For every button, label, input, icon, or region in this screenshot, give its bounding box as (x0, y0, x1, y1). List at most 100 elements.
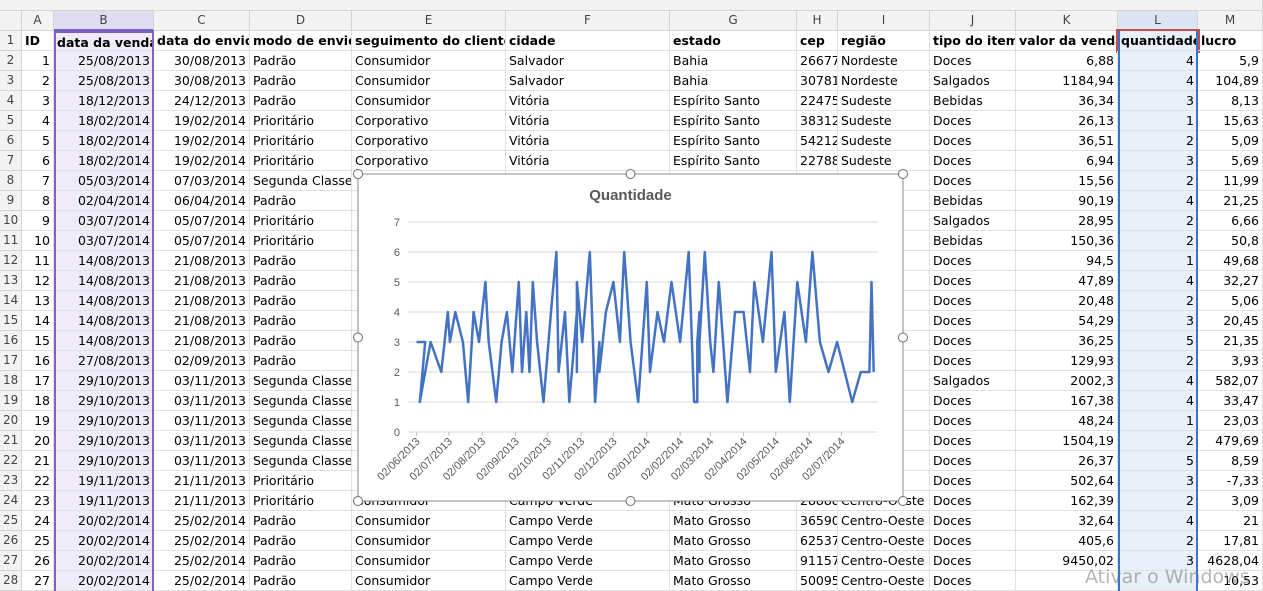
cell[interactable]: 19/02/2014 (154, 111, 250, 131)
cell[interactable]: 18/02/2014 (54, 111, 154, 131)
row-header[interactable]: 23 (0, 471, 22, 491)
row-header[interactable]: 28 (0, 571, 22, 591)
cell[interactable]: 14/08/2013 (54, 311, 154, 331)
row-header[interactable]: 22 (0, 451, 22, 471)
cell[interactable]: quantidade (1116, 29, 1200, 53)
cell[interactable]: Doces (930, 491, 1016, 511)
cell[interactable]: 54212 (797, 131, 838, 151)
cell[interactable]: 21,35 (1198, 331, 1263, 351)
cell[interactable] (506, 351, 670, 371)
cell[interactable]: Centro-Oeste (838, 531, 930, 551)
cell[interactable]: 26 (22, 551, 54, 571)
row-header[interactable]: 9 (0, 191, 22, 211)
cell[interactable]: Prioritário (250, 211, 352, 231)
cell[interactable] (352, 351, 506, 371)
cell[interactable]: Corporativo (352, 111, 506, 131)
corner[interactable] (0, 11, 22, 31)
cell[interactable]: 05/07/2014 (154, 231, 250, 251)
cell[interactable]: Centro-Oeste (838, 551, 930, 571)
cell[interactable]: 07/03/2014 (154, 171, 250, 191)
cell[interactable]: Prioritário (250, 111, 352, 131)
cell[interactable]: 21/11/2013 (154, 471, 250, 491)
cell[interactable]: 15,56 (1016, 171, 1118, 191)
cell[interactable]: Bebidas (930, 191, 1016, 211)
row-header[interactable]: 1 (0, 31, 22, 51)
cell[interactable]: 26677 (797, 51, 838, 71)
cell[interactable]: 25/02/2014 (154, 571, 250, 591)
cell[interactable]: 1 (22, 51, 54, 71)
cell[interactable]: Prioritário (250, 131, 352, 151)
cell[interactable]: 582,07 (1198, 371, 1263, 391)
cell[interactable]: 6,66 (1198, 211, 1263, 231)
cell[interactable]: Consumidor (352, 491, 506, 511)
cell[interactable] (838, 351, 930, 371)
cell[interactable]: 18/02/2014 (54, 151, 154, 171)
cell[interactable]: Doces (930, 291, 1016, 311)
cell[interactable]: 29/10/2013 (54, 431, 154, 451)
cell[interactable] (670, 251, 797, 271)
column-header[interactable]: B (54, 11, 154, 31)
cell[interactable]: Salvador (506, 71, 670, 91)
cell[interactable]: Segunda Classe (250, 371, 352, 391)
cell[interactable]: 30/08/2013 (154, 71, 250, 91)
cell[interactable]: Segunda Classe (250, 391, 352, 411)
cell[interactable] (838, 271, 930, 291)
row-header[interactable]: 2 (0, 51, 22, 71)
cell[interactable]: Consumidor (352, 511, 506, 531)
row-header[interactable]: 18 (0, 371, 22, 391)
cell[interactable]: 2002,3 (1016, 371, 1118, 391)
row-header[interactable]: 11 (0, 231, 22, 251)
cell[interactable]: 03/11/2013 (154, 391, 250, 411)
cell[interactable]: tipo do item (930, 31, 1016, 51)
cell[interactable]: 03/07/2014 (54, 211, 154, 231)
cell[interactable]: 25 (22, 531, 54, 551)
row-header[interactable]: 10 (0, 211, 22, 231)
cell[interactable]: data do envio (154, 31, 250, 51)
cell[interactable]: Vitória (506, 131, 670, 151)
cell[interactable]: Doces (930, 551, 1016, 571)
cell[interactable]: 5,09 (1198, 131, 1263, 151)
cell[interactable] (670, 451, 797, 471)
cell[interactable]: 05/03/2014 (54, 171, 154, 191)
column-header[interactable]: A (22, 11, 54, 31)
cell[interactable]: Consumidor (352, 91, 506, 111)
cell[interactable]: Doces (930, 351, 1016, 371)
cell[interactable] (352, 471, 506, 491)
cell[interactable]: Salgados (930, 371, 1016, 391)
cell[interactable]: Segunda Classe (250, 451, 352, 471)
cell[interactable] (506, 411, 670, 431)
cell[interactable] (352, 171, 506, 191)
cell[interactable]: cep (797, 31, 838, 51)
row-header[interactable]: 16 (0, 331, 22, 351)
cell[interactable]: 10 (22, 231, 54, 251)
cell[interactable] (797, 391, 838, 411)
cell[interactable]: 20/02/2014 (54, 511, 154, 531)
cell[interactable]: estado (670, 31, 797, 51)
cell[interactable] (670, 351, 797, 371)
cell[interactable]: 9 (22, 211, 54, 231)
cell[interactable]: Padrão (250, 311, 352, 331)
cell[interactable] (797, 371, 838, 391)
cell[interactable] (797, 431, 838, 451)
cell[interactable]: seguimento do cliente (352, 31, 506, 51)
cell[interactable] (797, 351, 838, 371)
column-header[interactable]: C (154, 11, 250, 31)
cell[interactable]: 4 (22, 111, 54, 131)
cell[interactable] (838, 371, 930, 391)
cell[interactable] (352, 451, 506, 471)
cell[interactable]: 162,39 (1016, 491, 1118, 511)
cell[interactable]: Doces (930, 311, 1016, 331)
cell[interactable]: Mato Grosso (670, 531, 797, 551)
column-header[interactable]: D (250, 11, 352, 31)
cell[interactable]: 22 (22, 471, 54, 491)
cell[interactable] (670, 331, 797, 351)
cell[interactable]: 9450,02 (1016, 551, 1118, 571)
cell[interactable]: 22788 (797, 151, 838, 171)
cell[interactable] (506, 371, 670, 391)
cell[interactable]: Mato Grosso (670, 551, 797, 571)
cell[interactable]: Prioritário (250, 471, 352, 491)
cell[interactable]: 479,69 (1198, 431, 1263, 451)
cell[interactable] (797, 471, 838, 491)
cell[interactable]: Doces (930, 111, 1016, 131)
cell[interactable] (670, 431, 797, 451)
